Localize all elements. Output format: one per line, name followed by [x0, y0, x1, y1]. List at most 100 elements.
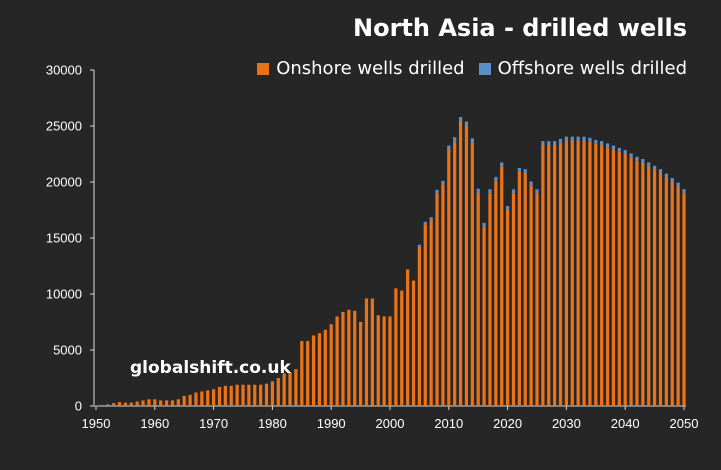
- bar-offshore: [505, 206, 510, 210]
- bar-offshore: [511, 189, 516, 194]
- y-tick-label: 25000: [46, 119, 82, 134]
- bar-onshore: [241, 384, 245, 406]
- bar-onshore: [411, 280, 416, 406]
- bar-offshore: [617, 147, 621, 152]
- legend-swatch-offshore: [478, 62, 491, 75]
- bar-onshore: [476, 193, 480, 406]
- bar-onshore: [382, 316, 386, 406]
- bar-onshore: [547, 145, 551, 407]
- x-tick-label: 2010: [434, 416, 463, 431]
- bar-onshore: [358, 322, 363, 406]
- bar-onshore: [329, 324, 333, 406]
- bar-onshore: [347, 309, 351, 406]
- bar-onshore: [682, 193, 686, 406]
- bar-onshore: [588, 141, 592, 406]
- legend-item-onshore: Onshore wells drilled: [257, 58, 465, 79]
- bar-offshore: [611, 145, 616, 150]
- bar-onshore: [435, 193, 439, 406]
- bar-onshore: [600, 145, 604, 407]
- bar-onshore: [605, 147, 610, 406]
- bar-offshore: [629, 153, 633, 158]
- bar-onshore: [141, 400, 145, 406]
- x-tick-label: 1960: [140, 416, 169, 431]
- bar-onshore: [123, 402, 128, 406]
- bar-onshore: [300, 341, 304, 406]
- bar-onshore: [441, 184, 445, 406]
- bar-offshore: [476, 188, 480, 194]
- bar-onshore: [447, 149, 451, 406]
- bar-onshore: [482, 226, 486, 406]
- bar-offshore: [676, 182, 680, 187]
- bar-onshore: [470, 142, 474, 407]
- bar-onshore: [94, 405, 98, 406]
- bar-onshore: [282, 373, 286, 406]
- bar-offshore: [441, 180, 445, 185]
- bar-offshore: [458, 117, 463, 122]
- bar-offshore: [500, 162, 504, 167]
- bar-offshore: [517, 168, 521, 172]
- bar-onshore: [147, 399, 151, 406]
- bar-onshore: [458, 121, 463, 407]
- x-tick-label: 2020: [493, 416, 522, 431]
- bar-offshore: [464, 121, 469, 126]
- bar-onshore: [670, 182, 674, 406]
- bar-onshore: [647, 166, 651, 406]
- bar-onshore: [406, 269, 410, 406]
- bar-offshore: [600, 141, 604, 146]
- bar-offshore: [523, 169, 527, 174]
- legend-item-offshore: Offshore wells drilled: [478, 58, 687, 79]
- x-tick-label: 2030: [552, 416, 581, 431]
- bar-onshore: [200, 391, 204, 406]
- bar-onshore: [247, 384, 251, 406]
- bar-onshore: [276, 378, 280, 406]
- bar-onshore: [388, 316, 392, 406]
- bar-onshore: [582, 140, 586, 406]
- y-tick-label: 20000: [46, 175, 82, 190]
- bar-onshore: [270, 381, 275, 406]
- x-tick-label: 1970: [199, 416, 228, 431]
- bar-onshore: [188, 394, 192, 406]
- bar-offshore: [494, 176, 498, 181]
- bar-onshore: [541, 145, 545, 407]
- bar-onshore: [153, 399, 157, 406]
- bar-onshore: [553, 145, 557, 407]
- x-tick-label: 1950: [82, 416, 111, 431]
- bar-onshore: [594, 143, 598, 407]
- bar-onshore: [235, 384, 239, 406]
- bar-onshore: [635, 160, 639, 406]
- bar-onshore: [229, 385, 233, 406]
- bar-onshore: [259, 384, 263, 406]
- bar-offshore: [623, 150, 627, 154]
- legend-label-offshore: Offshore wells drilled: [497, 58, 687, 79]
- bar-onshore: [135, 401, 139, 406]
- bar-onshore: [529, 185, 533, 406]
- bar-offshore: [417, 244, 422, 247]
- bar-onshore: [100, 404, 104, 406]
- bar-onshore: [611, 149, 616, 406]
- bar-offshore: [652, 165, 657, 170]
- y-tick-label: 0: [75, 399, 82, 414]
- bar-onshore: [423, 224, 427, 406]
- bar-onshore: [664, 177, 668, 406]
- bar-onshore: [564, 140, 569, 406]
- y-tick-label: 30000: [46, 63, 82, 78]
- bar-onshore: [505, 210, 510, 406]
- bar-onshore: [159, 400, 163, 406]
- bar-onshore: [500, 166, 504, 406]
- bar-onshore: [306, 341, 310, 406]
- bar-onshore: [576, 140, 580, 406]
- legend-swatch-onshore: [257, 62, 270, 75]
- bar-onshore: [429, 220, 433, 406]
- bar-offshore: [605, 143, 610, 148]
- bar-onshore: [494, 180, 498, 406]
- bar-offshore: [482, 222, 486, 227]
- bar-onshore: [211, 389, 216, 406]
- bar-offshore: [594, 140, 598, 144]
- y-tick-label: 10000: [46, 287, 82, 302]
- bar-onshore: [176, 399, 180, 406]
- y-tick-label: 15000: [46, 231, 82, 246]
- bar-onshore: [523, 173, 527, 406]
- bar-onshore: [117, 402, 122, 406]
- bar-onshore: [217, 386, 222, 406]
